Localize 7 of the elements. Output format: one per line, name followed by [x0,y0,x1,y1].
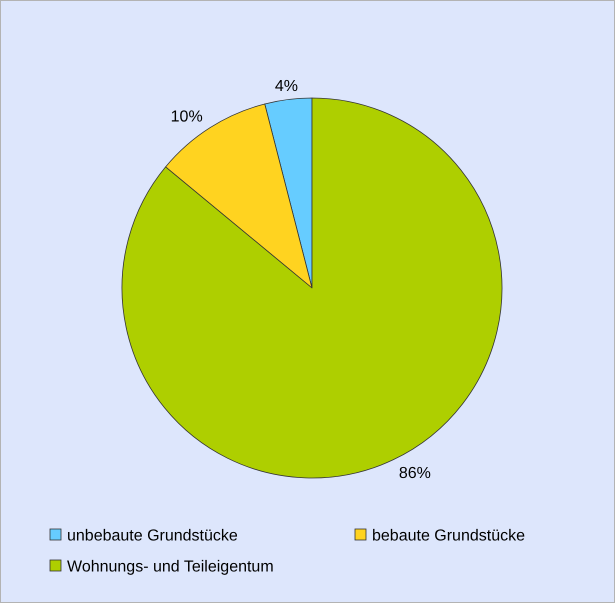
data-label: 86% [398,465,431,482]
data-label: 10% [170,108,203,126]
legend-label: Wohnungs- und Teileigentum [67,558,274,576]
pie-slice [122,98,502,478]
data-label: 4% [274,78,298,96]
legend-label: unbebaute Grundstücke [67,528,238,545]
legend-label: bebaute Grundstücke [372,528,526,545]
